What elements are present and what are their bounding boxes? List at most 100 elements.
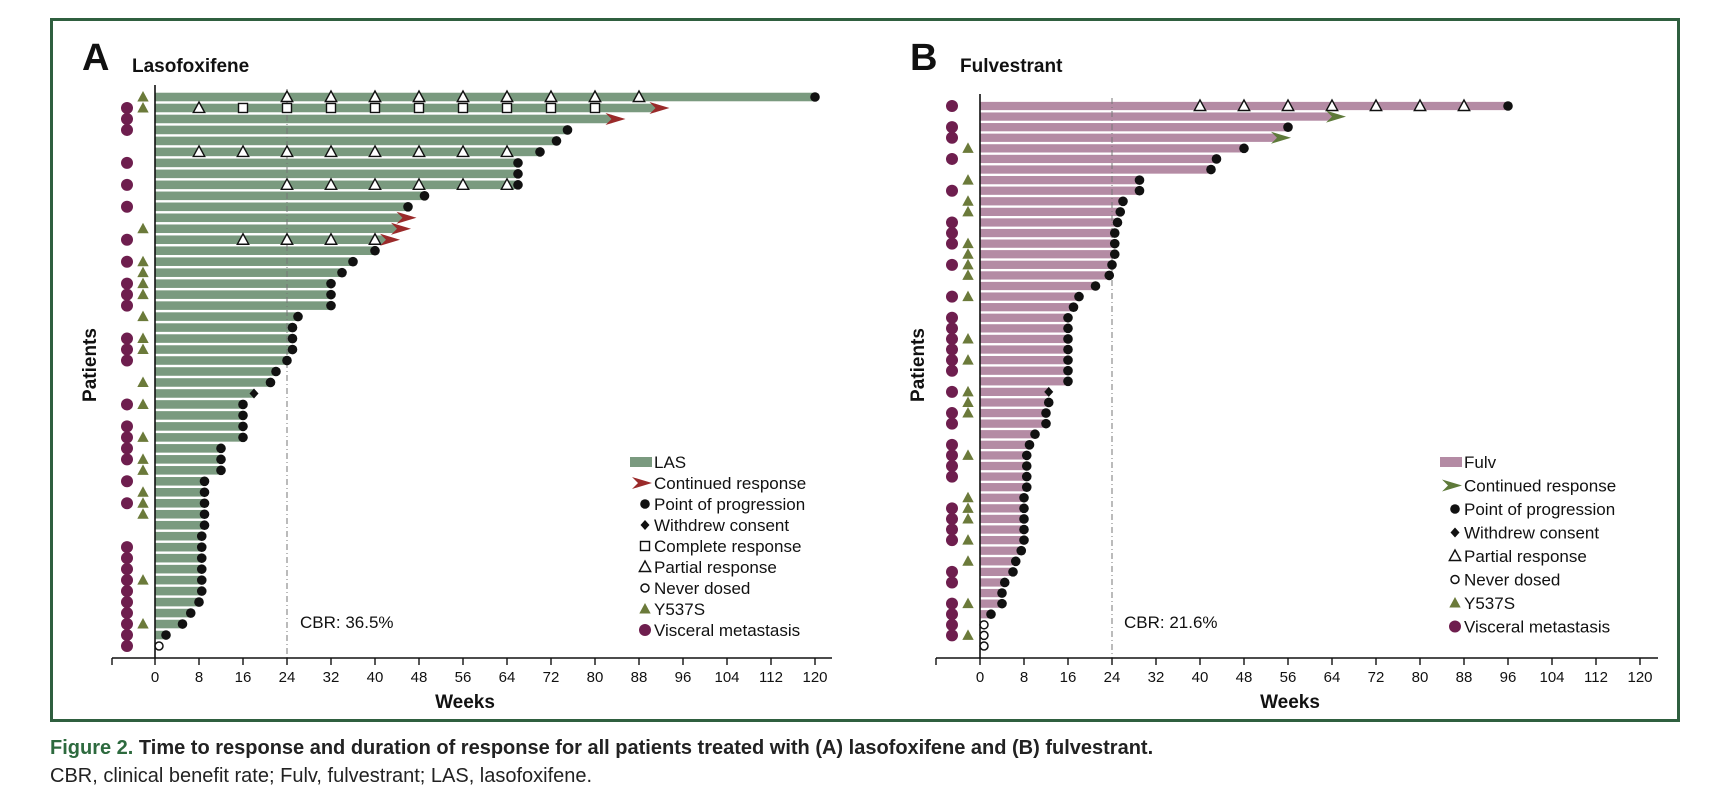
- end-marker-b-50: [979, 620, 989, 630]
- bar-b-17: [980, 271, 1110, 280]
- visceral-marker-b-50: [946, 618, 958, 631]
- end-marker-b-43: [1016, 545, 1027, 556]
- bar-a-17: [155, 268, 342, 277]
- pr-marker-a-9: [456, 177, 470, 191]
- end-marker-b-5: [1239, 143, 1249, 154]
- bar-b-45: [980, 567, 1013, 577]
- visceral-marker-a-23: [121, 332, 133, 345]
- legend-label-a-6: Never dosed: [654, 579, 750, 598]
- end-marker-b-34: [1021, 450, 1032, 461]
- bar-b-19: [980, 292, 1079, 301]
- end-marker-a-44: [196, 564, 207, 574]
- visceral-marker-b-31: [946, 417, 958, 430]
- visceral-marker-a-18: [121, 277, 133, 290]
- end-marker-a-31: [238, 421, 248, 432]
- end-marker-a-38: [199, 498, 210, 509]
- visceral-marker-a-34: [121, 453, 133, 466]
- end-marker-b-15: [1109, 249, 1120, 260]
- visceral-marker-b-45: [946, 565, 958, 578]
- cr-marker-a-2: [325, 102, 337, 114]
- bar-a-48: [155, 608, 191, 618]
- visceral-marker-b-40: [946, 512, 958, 525]
- visceral-marker-b-3: [946, 121, 958, 134]
- end-marker-a-23: [287, 333, 298, 344]
- y537s-marker-a-32: [137, 431, 149, 442]
- end-marker-a-19: [326, 289, 336, 300]
- y537s-marker-b-5: [962, 142, 974, 153]
- end-marker-a-27: [265, 377, 276, 388]
- end-marker-b-42: [1019, 535, 1029, 545]
- legend-swatch-a-2: [640, 499, 650, 509]
- end-marker-b-37: [1021, 482, 1032, 492]
- end-marker-b-25: [1063, 355, 1073, 365]
- bar-a-49: [155, 619, 183, 629]
- bar-a-32: [155, 433, 243, 442]
- bar-a-26: [155, 367, 276, 376]
- bar-a-34: [155, 455, 221, 464]
- legend-label-a-2: Point of progression: [654, 495, 805, 514]
- y537s-marker-b-29: [962, 396, 974, 407]
- visceral-marker-a-47: [121, 596, 133, 609]
- bar-b-21: [980, 313, 1068, 322]
- end-marker-b-48: [997, 598, 1007, 609]
- cbr-label-a: CBR: 36.5%: [300, 613, 394, 632]
- bar-a-46: [155, 586, 202, 596]
- x-tick-label-b-120: 120: [1627, 669, 1652, 686]
- bar-b-14: [980, 239, 1115, 248]
- bar-a-5: [155, 136, 557, 146]
- y537s-marker-a-34: [137, 453, 149, 464]
- pr-marker-a-6: [236, 144, 250, 158]
- x-tick-label-a-112: 112: [759, 669, 783, 686]
- y537s-marker-b-51: [962, 629, 974, 640]
- y537s-marker-a-16: [137, 255, 149, 267]
- legend-swatch-a-5: [638, 559, 652, 573]
- x-tick-label-b-40: 40: [1192, 669, 1209, 686]
- legend-label-a-8: Visceral metastasis: [654, 621, 800, 640]
- end-marker-a-24: [287, 344, 298, 355]
- bar-b-38: [980, 493, 1024, 502]
- end-marker-b-7: [1206, 164, 1216, 175]
- bar-b-13: [980, 228, 1115, 238]
- end-marker-b-21: [1063, 312, 1073, 323]
- bar-b-29: [980, 398, 1049, 407]
- end-marker-a-1: [810, 92, 820, 102]
- pr-marker-a-1: [412, 89, 426, 103]
- end-marker-a-30: [238, 410, 248, 421]
- cr-marker-a-2: [589, 102, 601, 114]
- visceral-marker-a-32: [121, 431, 133, 444]
- legend-label-a-3: Withdrew consent: [654, 516, 789, 535]
- bar-b-39: [980, 504, 1024, 513]
- bar-a-13: [155, 224, 397, 234]
- pr-marker-a-9: [368, 177, 382, 191]
- bar-a-2: [155, 103, 656, 113]
- end-marker-a-10: [419, 191, 430, 201]
- end-marker-a-34: [216, 454, 226, 465]
- x-axis-label-b: Weeks: [1260, 692, 1320, 713]
- pr-marker-a-6: [280, 144, 294, 158]
- y537s-marker-b-42: [962, 534, 974, 545]
- pr-marker-a-1: [500, 89, 514, 103]
- end-marker-b-33: [1024, 440, 1035, 450]
- pr-marker-a-2: [192, 100, 206, 114]
- bar-b-12: [980, 218, 1118, 227]
- end-marker-b-22: [1063, 323, 1073, 334]
- visceral-marker-b-51: [946, 629, 958, 642]
- x-tick-label-a-24: 24: [279, 669, 296, 686]
- y537s-marker-b-16: [962, 258, 974, 270]
- legend-swatch-b-5: [1450, 574, 1460, 585]
- end-marker-a-49: [177, 619, 188, 629]
- end-marker-a-2: [649, 101, 670, 114]
- y537s-marker-a-38: [137, 497, 149, 508]
- end-marker-b-6: [1211, 154, 1222, 164]
- y-axis-label-a: Patients: [80, 328, 101, 402]
- end-marker-b-26: [1063, 365, 1073, 376]
- end-marker-a-43: [196, 553, 207, 563]
- end-marker-a-50: [161, 630, 171, 640]
- pr-marker-a-6: [500, 144, 514, 158]
- bar-a-23: [155, 334, 293, 343]
- x-tick-label-a-40: 40: [367, 669, 384, 686]
- y537s-marker-a-39: [137, 508, 149, 519]
- panel-title-a: Lasofoxifene: [132, 56, 249, 77]
- bar-a-30: [155, 411, 243, 420]
- bar-a-14: [155, 235, 386, 245]
